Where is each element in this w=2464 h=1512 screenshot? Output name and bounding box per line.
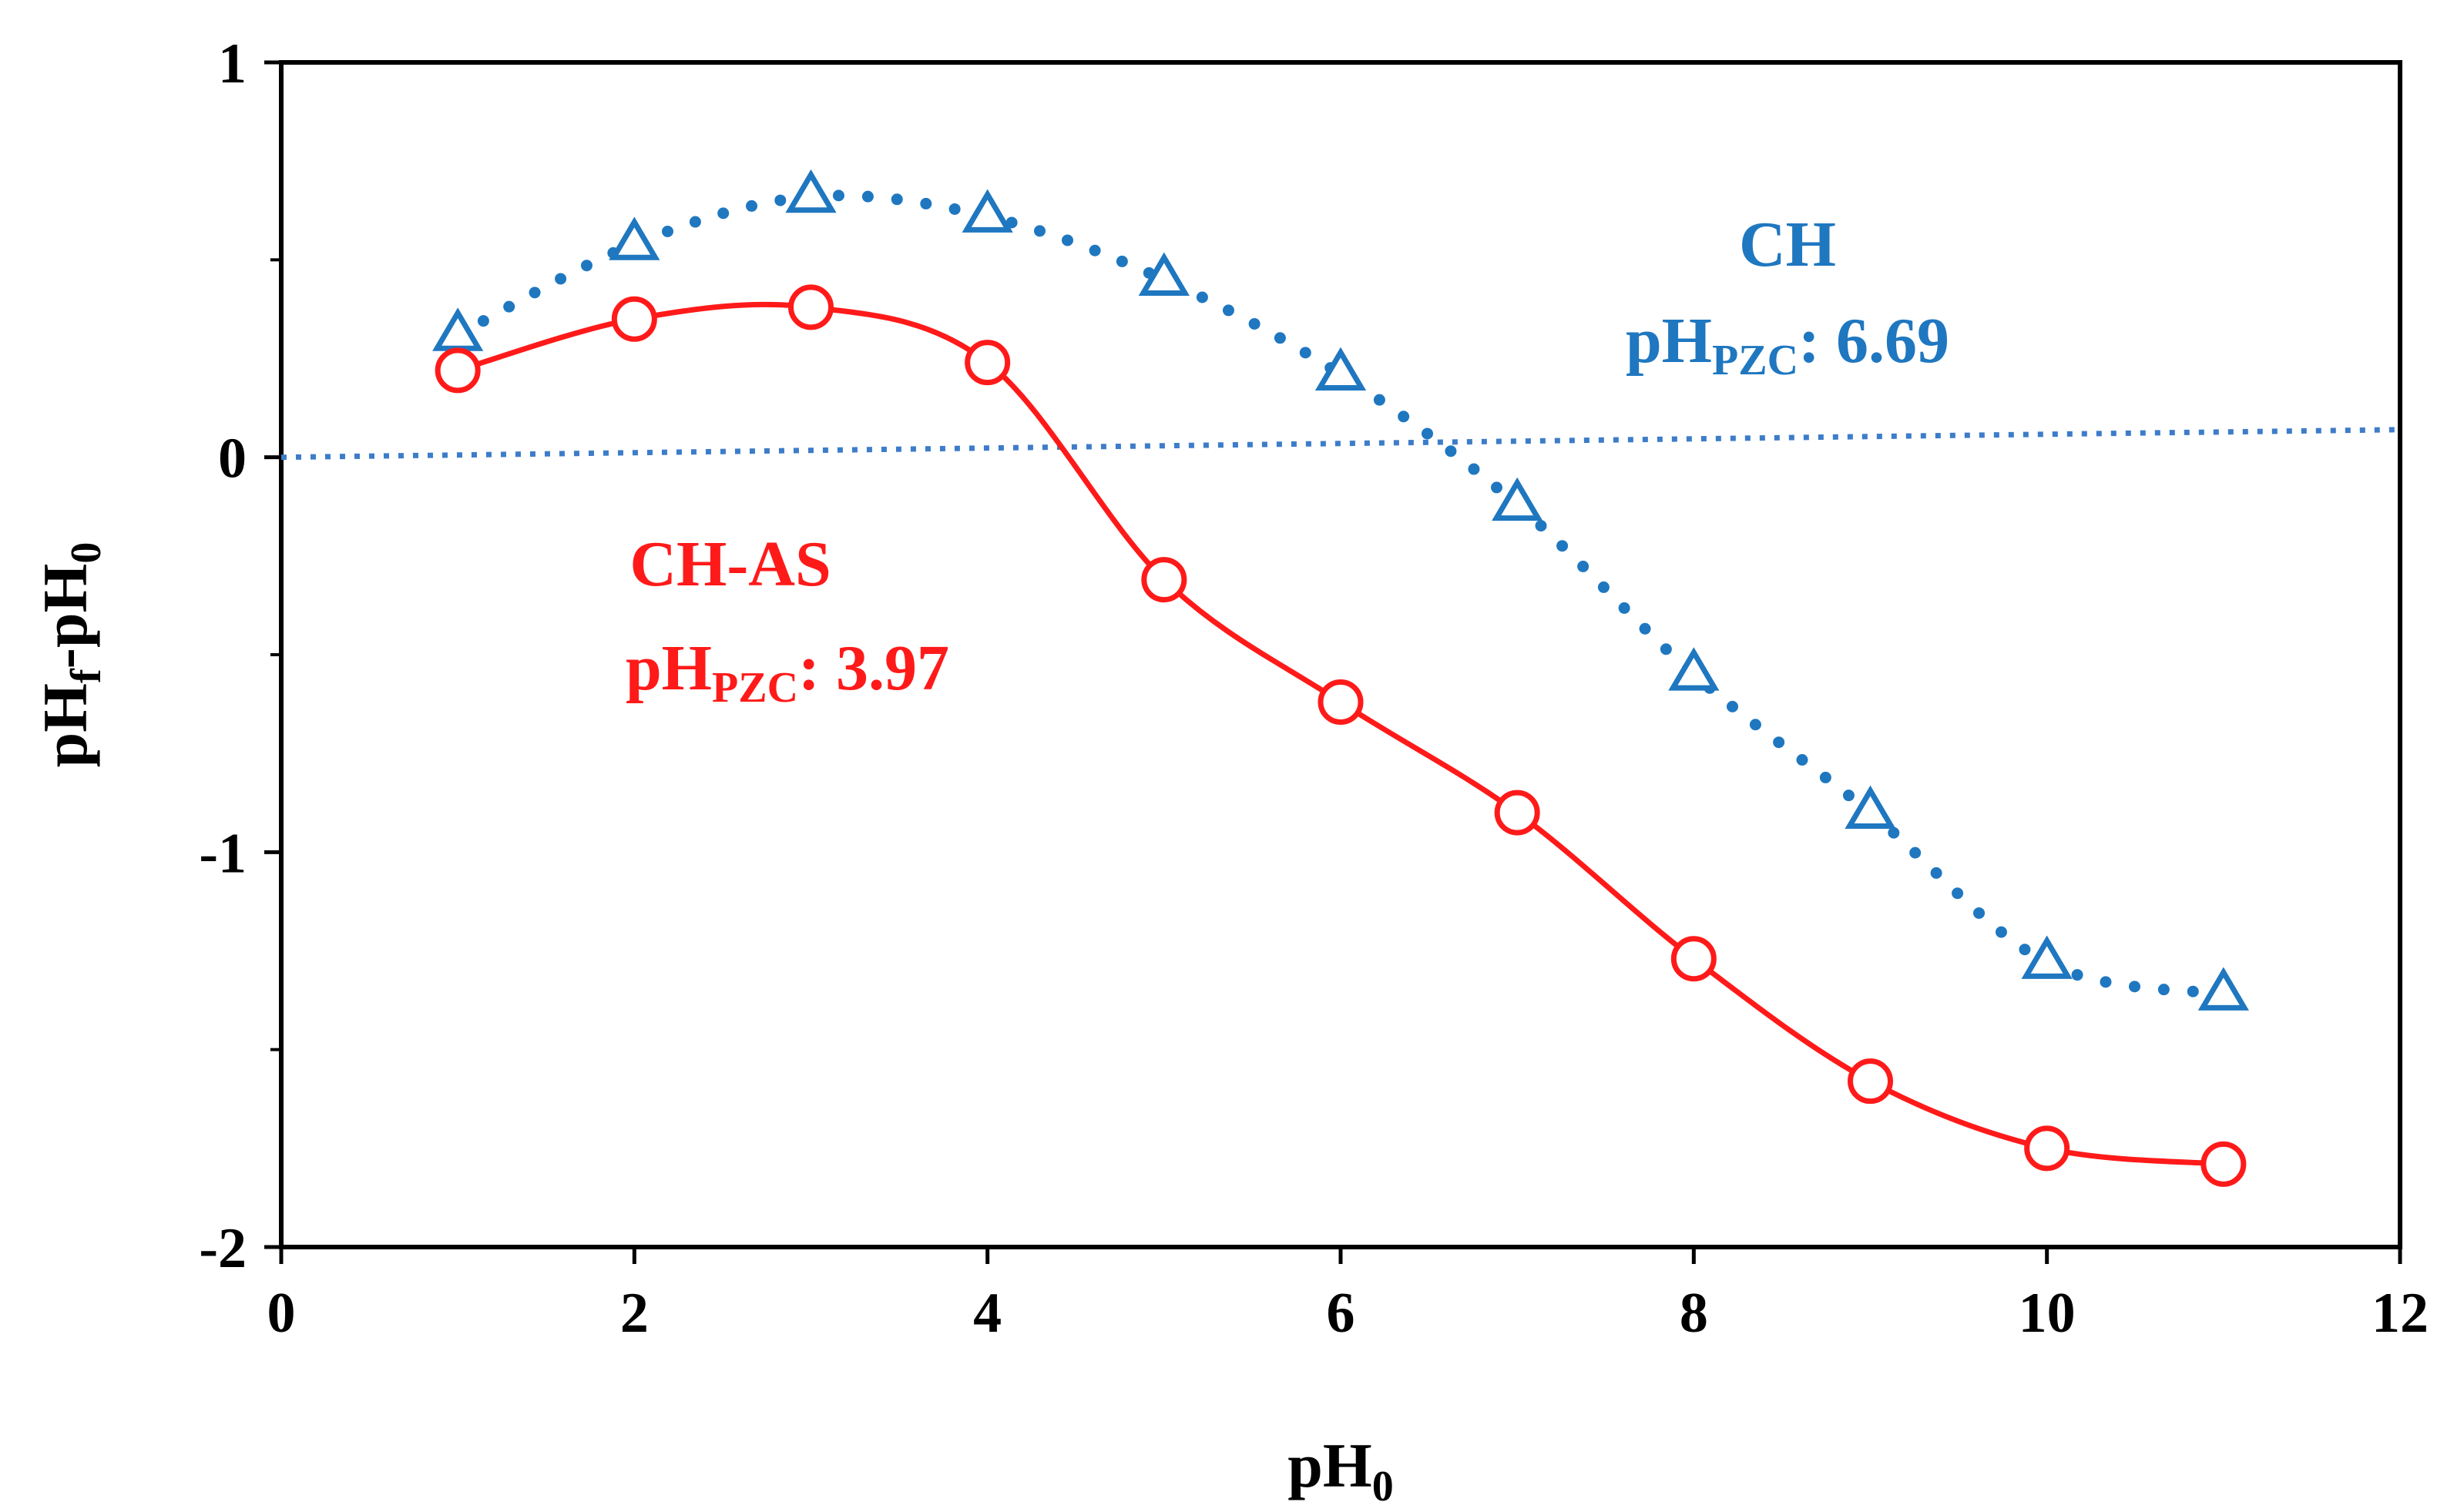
y-axis-title-sub2: 0 [62,542,110,564]
data-point-ch [1138,252,1190,296]
y-tick-labels: 1 0 -1 -2 [199,32,247,1280]
x-tick-label: 0 [267,1282,296,1345]
x-tick-label: 2 [620,1282,649,1345]
data-point-ch-as [2024,1125,2070,1172]
data-point-ch [962,189,1013,233]
annotation-ch-name: CH [1739,209,1836,280]
x-tick-label: 12 [2372,1282,2429,1345]
data-point-ch [785,169,837,213]
x-tick-labels: 0 2 4 6 8 10 12 [267,1282,2429,1345]
annotation-ch-as-pzc-sub: PZC [712,664,798,712]
data-point-ch [609,216,660,260]
x-axis-title: pH0 [1287,1430,1393,1510]
y-tick-label: 0 [218,427,247,491]
data-point-ch [1492,477,1543,521]
x-tick-label: 6 [1327,1282,1355,1345]
annotation-ch-pzc-prefix: pH [1626,305,1712,377]
data-point-ch-as [1848,1058,1893,1105]
data-point-ch [2021,935,2073,979]
x-tick-label: 4 [973,1282,1002,1345]
data-point-ch [1314,347,1367,391]
data-point-ch-as [435,347,481,394]
series-ch-as [435,284,2247,1187]
data-point-ch-as [1141,557,1187,603]
annotation-ch-as-pzc-value: : 3.97 [798,632,949,704]
reference-line-layer [280,427,2401,461]
annotation-ch-as-name: CH-AS [629,528,831,600]
x-axis-title-subscript: 0 [1372,1463,1394,1510]
annotation-ch-pzc: pHPZC: 6.69 [1626,305,1949,384]
data-point-ch-as [1318,679,1364,726]
y-tick-label: -2 [199,1217,247,1280]
annotation-ch-pzc-value: : 6.69 [1798,305,1949,377]
y-axis-title-part2: -pH [30,564,100,669]
y-axis-title-sub1: f [62,668,110,683]
series-layer [432,169,2249,1187]
y-tick-label: -1 [199,822,247,885]
y-tick-label: 1 [218,32,247,96]
data-point-ch-as [2200,1141,2247,1187]
data-point-ch-as [611,296,657,342]
reference-line [280,427,2401,461]
data-point-ch-as [1494,790,1540,836]
data-point-ch [2197,967,2249,1011]
annotation-ch-pzc-sub: PZC [1712,337,1798,384]
x-axis-title-main: pH [1287,1430,1371,1500]
data-point-ch-as [1670,936,1717,982]
annotation-ch-as-pzc: pHPZC: 3.97 [626,632,949,712]
x-tick-label: 10 [2019,1282,2076,1345]
y-axis-title: pHf-pH0 [30,542,110,768]
data-point-ch-as [788,284,834,330]
annotation-ch: CH pHPZC: 6.69 [1626,209,1949,384]
y-axis-title-part1: pH [30,683,100,767]
data-point-ch [1845,785,1896,830]
data-point-ch [1668,647,1720,691]
tick-marks [264,60,2402,1264]
x-tick-label: 8 [1680,1282,1708,1345]
data-point-ch-as [965,340,1011,386]
annotation-ch-as: CH-AS pHPZC: 3.97 [626,528,949,712]
annotation-ch-as-pzc-prefix: pH [626,632,712,704]
